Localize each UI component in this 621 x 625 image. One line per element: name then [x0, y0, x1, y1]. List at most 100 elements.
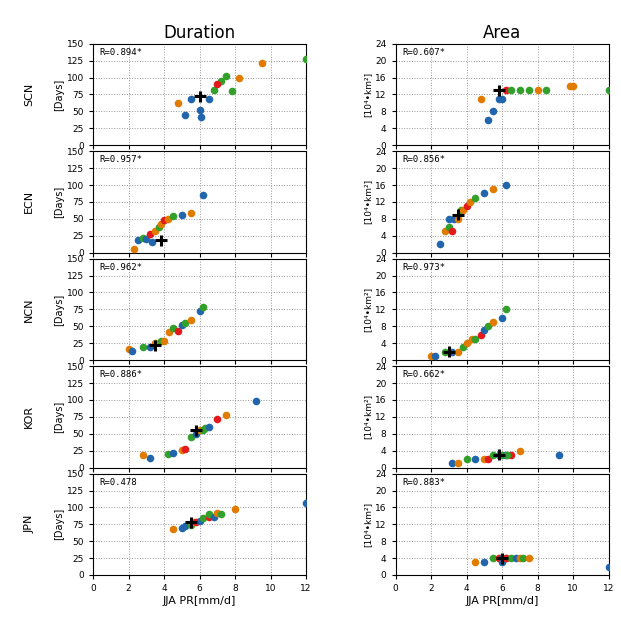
Point	[426, 351, 436, 361]
Point	[496, 450, 505, 460]
Point	[168, 524, 178, 534]
Point	[479, 454, 489, 464]
Point	[212, 79, 222, 89]
Point	[497, 450, 507, 460]
Text: R=0.662*: R=0.662*	[402, 370, 445, 379]
Y-axis label: [Days]: [Days]	[54, 78, 64, 111]
Point	[145, 229, 155, 239]
Point	[519, 553, 528, 563]
Point	[198, 424, 208, 434]
Point	[461, 201, 471, 211]
Point	[497, 558, 507, 568]
Point	[483, 115, 493, 125]
Point	[435, 239, 445, 249]
Point	[604, 85, 614, 95]
Text: R=0.973*: R=0.973*	[402, 262, 445, 272]
Point	[511, 553, 521, 563]
Point	[447, 347, 457, 357]
Point	[440, 347, 450, 357]
Point	[456, 206, 466, 216]
Point	[542, 85, 551, 95]
X-axis label: JJA PR[mm/d]: JJA PR[mm/d]	[465, 596, 539, 606]
Point	[191, 429, 201, 439]
Point	[458, 206, 468, 216]
Point	[501, 450, 510, 460]
Point	[479, 326, 489, 336]
X-axis label: JJA PR[mm/d]: JJA PR[mm/d]	[163, 596, 237, 606]
Point	[494, 94, 504, 104]
Text: R=0.957*: R=0.957*	[99, 155, 143, 164]
Point	[467, 334, 477, 344]
Point	[515, 446, 525, 456]
Point	[488, 553, 498, 563]
Point	[440, 226, 450, 236]
Point	[447, 458, 457, 468]
Text: R=0.886*: R=0.886*	[99, 370, 143, 379]
Text: R=0.883*: R=0.883*	[402, 478, 445, 487]
Y-axis label: [10⁴•km²]: [10⁴•km²]	[363, 72, 372, 117]
Point	[453, 458, 463, 468]
Point	[209, 85, 219, 95]
Point	[186, 314, 196, 324]
Y-axis label: [10⁴•km²]: [10⁴•km²]	[363, 502, 372, 547]
Point	[607, 85, 617, 95]
Point	[212, 508, 222, 518]
Point	[138, 341, 148, 351]
Point	[506, 553, 516, 563]
Point	[168, 211, 178, 221]
Point	[156, 219, 166, 229]
Point	[163, 449, 173, 459]
Y-axis label: [Days]: [Days]	[54, 508, 64, 541]
Point	[177, 320, 187, 330]
Point	[181, 521, 191, 531]
Point	[159, 336, 169, 346]
Point	[177, 522, 187, 532]
Point	[501, 553, 510, 563]
Point	[479, 189, 489, 199]
Point	[142, 234, 152, 244]
Point	[497, 313, 507, 323]
Point	[198, 513, 208, 523]
Title: Duration: Duration	[163, 24, 236, 42]
Point	[129, 244, 139, 254]
Point	[196, 112, 206, 122]
Point	[181, 444, 191, 454]
Point	[515, 85, 525, 95]
Point	[156, 336, 166, 346]
Point	[216, 76, 226, 86]
Point	[233, 72, 243, 82]
Point	[147, 238, 156, 248]
Point	[204, 422, 214, 432]
Point	[194, 516, 204, 526]
Text: SCN: SCN	[24, 83, 34, 106]
Point	[186, 520, 196, 530]
Point	[204, 94, 214, 104]
Point	[501, 85, 510, 95]
Point	[488, 106, 498, 116]
Point	[453, 214, 463, 224]
Point	[471, 334, 481, 344]
Point	[301, 498, 311, 508]
Point	[186, 94, 196, 104]
Point	[444, 222, 454, 232]
Point	[154, 222, 164, 232]
Point	[194, 105, 204, 115]
Point	[494, 450, 504, 460]
Point	[494, 553, 504, 563]
Title: Area: Area	[483, 24, 521, 42]
Point	[506, 450, 516, 460]
Point	[150, 226, 160, 236]
Point	[488, 450, 498, 460]
Point	[568, 81, 578, 91]
Point	[204, 509, 214, 519]
Point	[447, 226, 457, 236]
Point	[502, 450, 512, 460]
Point	[554, 450, 564, 460]
Point	[132, 236, 142, 246]
Y-axis label: [Days]: [Days]	[54, 186, 64, 218]
Text: R=0.607*: R=0.607*	[402, 48, 445, 57]
Point	[524, 553, 533, 563]
Point	[301, 54, 311, 64]
Text: KOR: KOR	[24, 405, 34, 428]
Point	[461, 338, 471, 348]
